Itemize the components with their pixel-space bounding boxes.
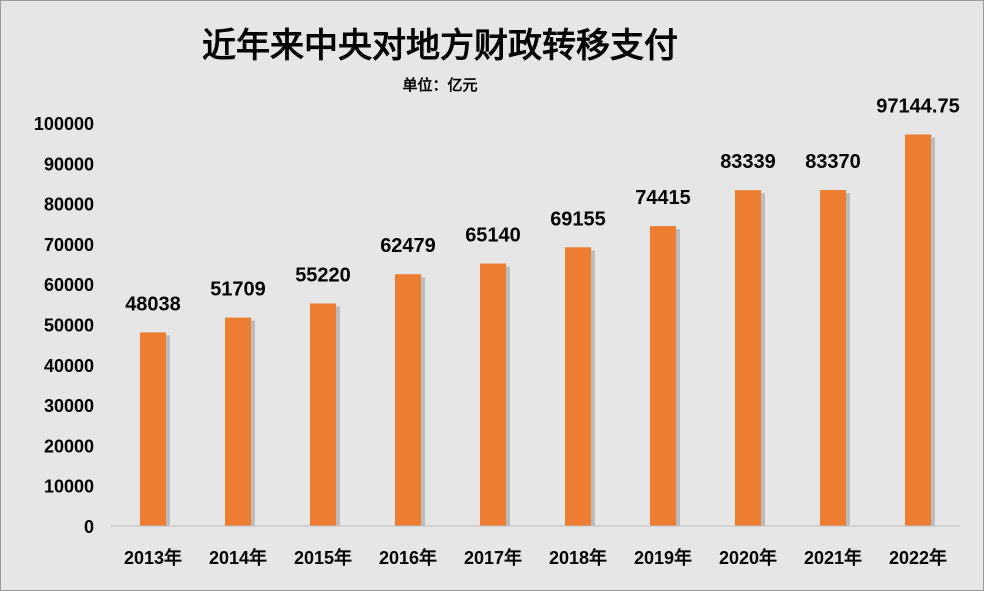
- x-tick-label: 2022年: [889, 547, 947, 568]
- chart-subtitle: 单位：亿元: [402, 76, 477, 94]
- data-label: 97144.75: [876, 96, 959, 118]
- x-tick-label: 2020年: [719, 547, 777, 568]
- bar: [650, 226, 676, 526]
- data-label: 51709: [210, 279, 266, 301]
- bar: [225, 317, 251, 526]
- x-axis: 2013年 2014年 2015年 2016年 2017年 2018年 2019年 2020年…: [124, 547, 947, 568]
- bar: [735, 190, 761, 526]
- bar: [905, 134, 931, 526]
- x-tick-label: 2016年: [379, 547, 437, 568]
- data-label: 55220: [295, 264, 351, 286]
- data-label: 48038: [125, 293, 181, 315]
- data-label: 74415: [635, 187, 691, 209]
- chart-title: 近年来中央对地方财政转移支付: [202, 26, 678, 66]
- x-tick-label: 2013年: [124, 547, 182, 568]
- x-tick-label: 2017年: [464, 547, 522, 568]
- x-tick-label: 2019年: [634, 547, 692, 568]
- y-tick-label: 40000: [44, 356, 94, 376]
- y-tick-label: 70000: [44, 235, 94, 255]
- y-tick-label: 10000: [44, 477, 94, 497]
- data-label: 69155: [550, 208, 606, 230]
- bar: [565, 247, 591, 526]
- y-tick-label: 100000: [34, 114, 94, 134]
- y-tick-label: 20000: [44, 436, 94, 456]
- y-tick-label: 80000: [44, 195, 94, 215]
- x-tick-label: 2021年: [804, 547, 862, 568]
- y-tick-label: 50000: [44, 316, 94, 336]
- bar: [140, 332, 166, 526]
- x-tick-label: 2015年: [294, 547, 352, 568]
- data-label: 83370: [805, 151, 861, 173]
- y-tick-label: 90000: [44, 154, 94, 174]
- bar: [395, 274, 421, 526]
- y-axis: 0 10000 20000 30000 40000 50000 60000 70000 8000…: [34, 114, 94, 537]
- bar: [480, 263, 506, 526]
- bars: 48038 51709 55220 62479 65140 69155 74415 83339…: [125, 96, 960, 526]
- x-tick-label: 2018年: [549, 547, 607, 568]
- data-label: 62479: [380, 235, 436, 257]
- data-label: 65140: [465, 224, 521, 246]
- y-tick-label: 30000: [44, 396, 94, 416]
- y-tick-label: 60000: [44, 275, 94, 295]
- bar: [820, 190, 846, 526]
- y-tick-label: 0: [84, 517, 94, 537]
- data-label: 83339: [720, 151, 776, 173]
- x-tick-label: 2014年: [209, 547, 267, 568]
- bar: [310, 303, 336, 526]
